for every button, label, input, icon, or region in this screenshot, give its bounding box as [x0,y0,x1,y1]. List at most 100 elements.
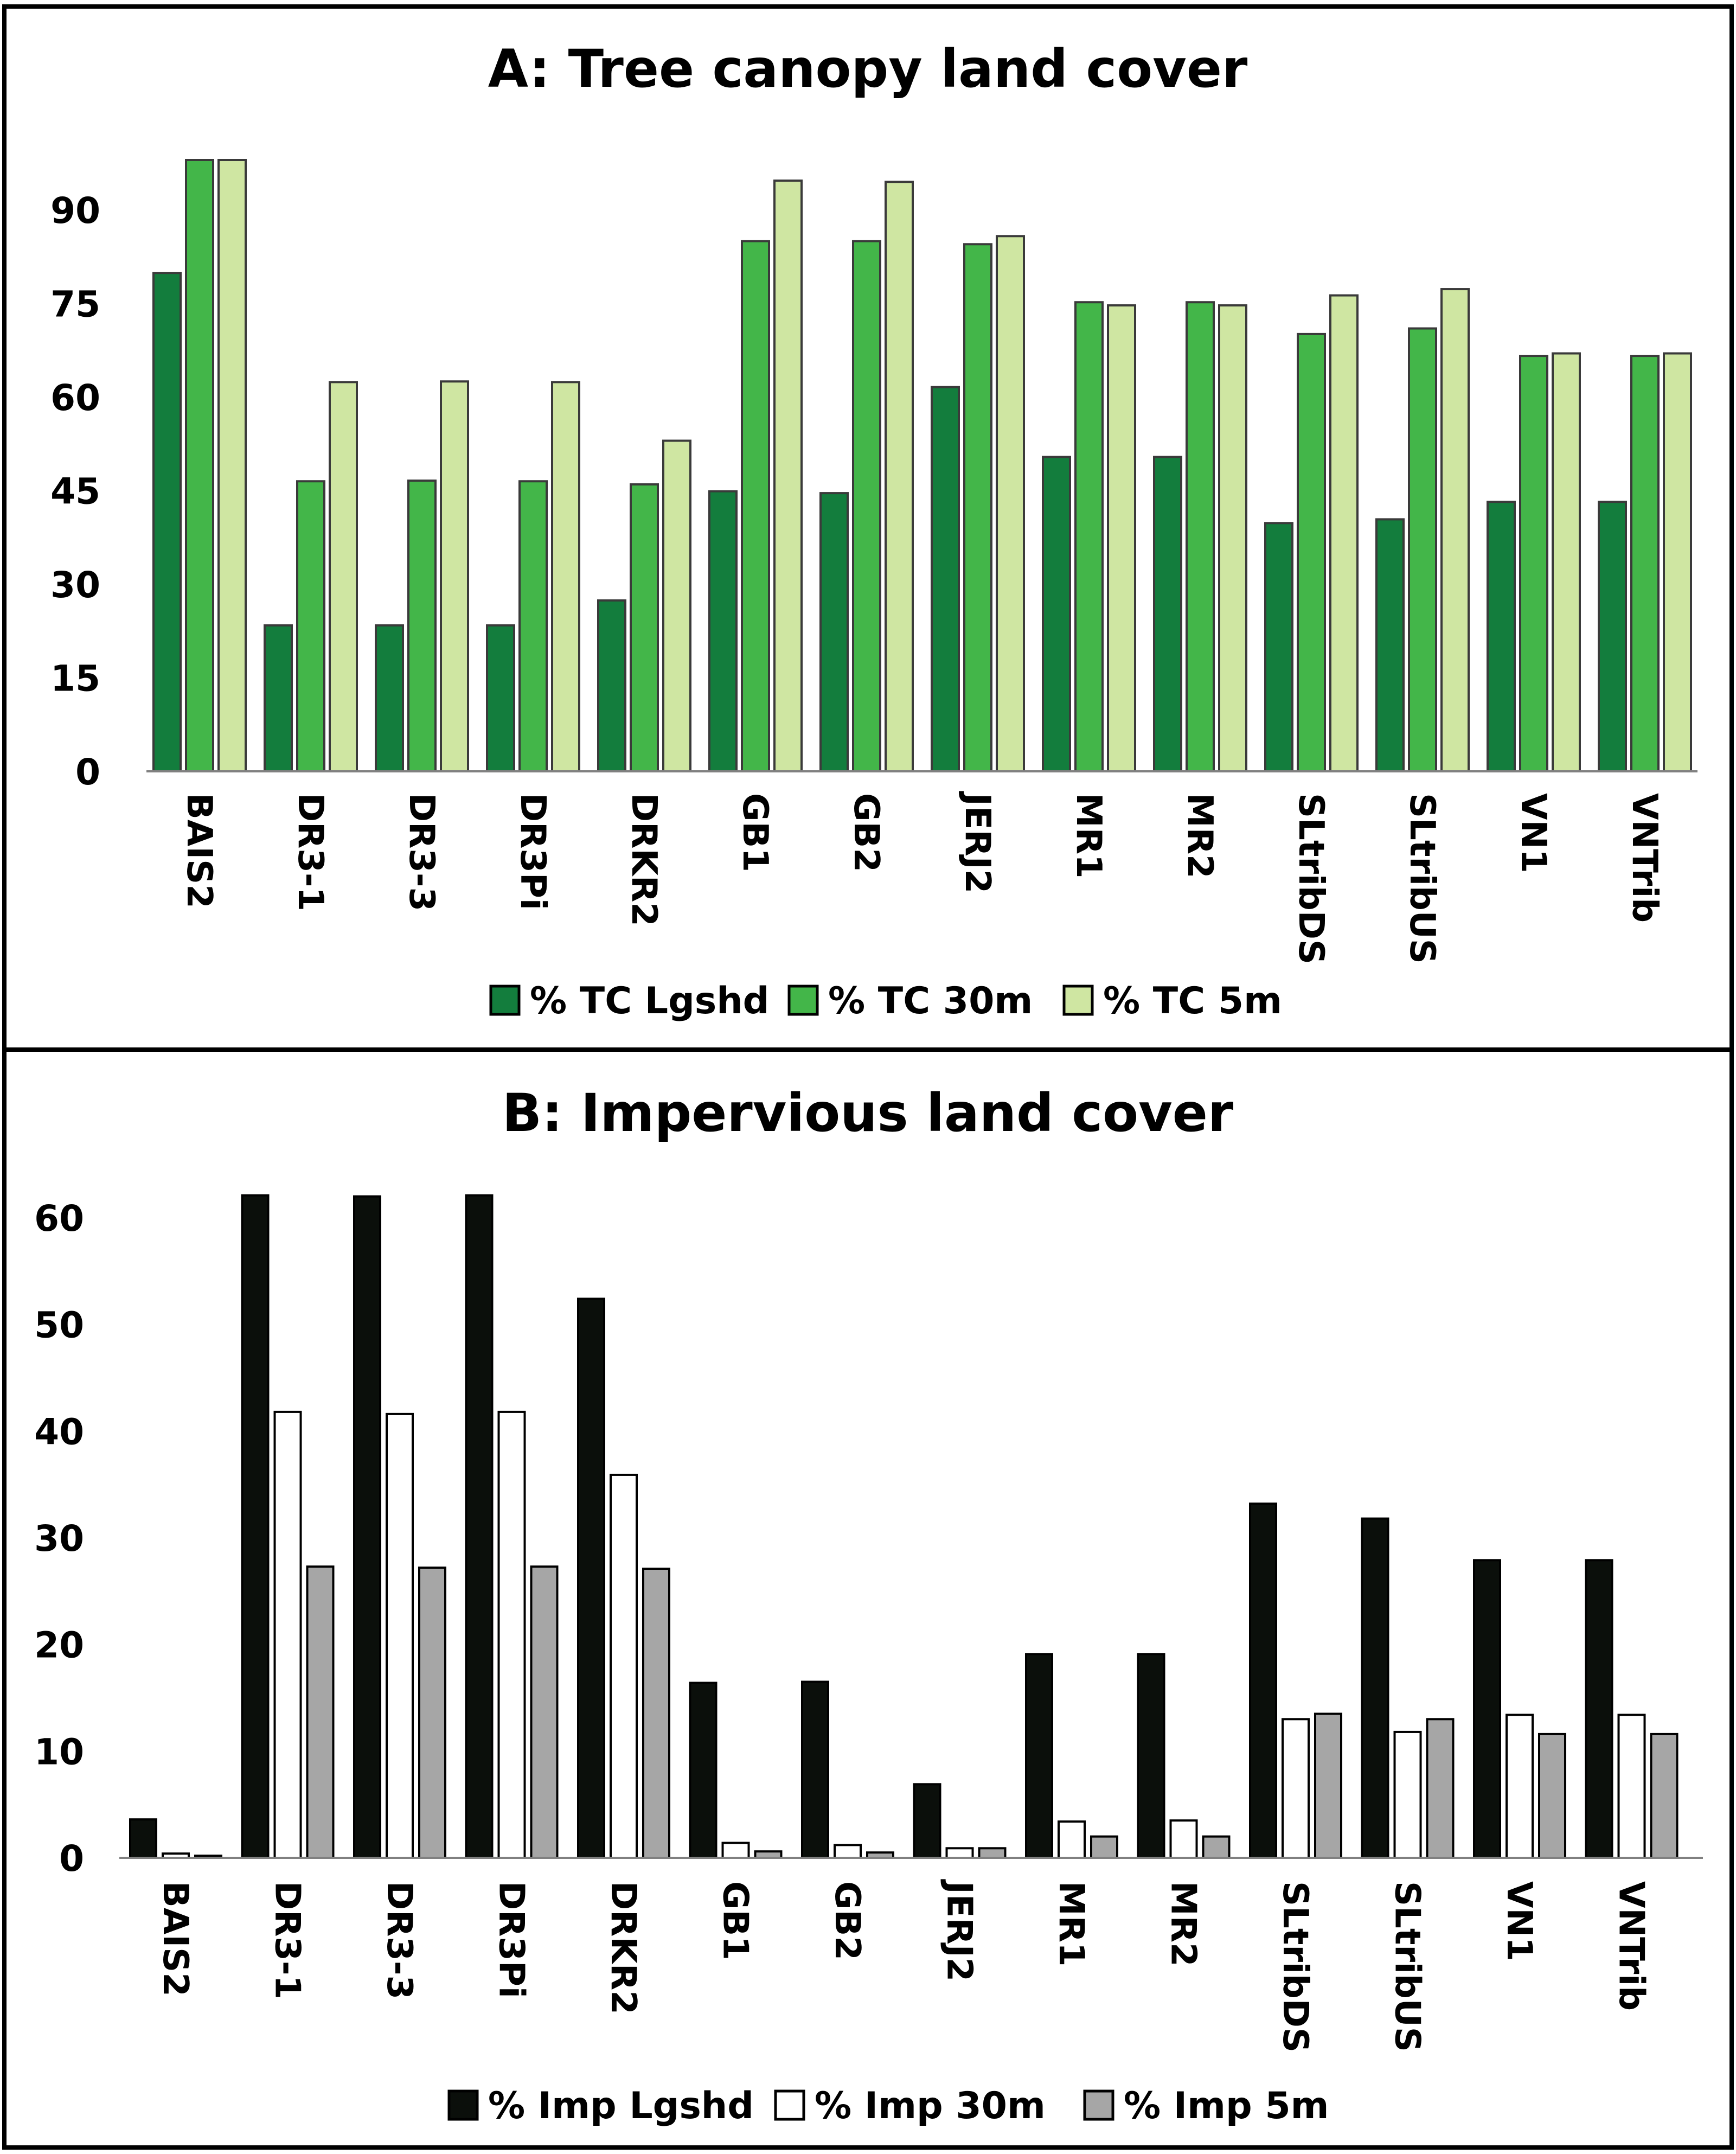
x-category-label: DR3-1 [290,793,330,911]
x-category-label: DR3Pi [491,1881,531,1998]
bar-dr3-3-series-1 [375,624,404,773]
bar-gb1-series-1 [708,490,738,772]
bar-dr3pi-series-1 [465,1194,494,1859]
x-category-label: SLtribUS [1387,1881,1427,2052]
x-category-label: DRKR2 [603,1881,643,2015]
x-category-label: SLtribDS [1275,1881,1315,2053]
bar-sltribds-series-1 [1249,1503,1277,1859]
bar-bais2-series-3 [217,159,247,772]
bar-sltribus-series-3 [1426,1718,1455,1859]
x-category-label: DRKR2 [624,793,664,926]
x-category-label: DR3-3 [379,1881,419,1999]
x-category-label: MR2 [1163,1881,1203,1967]
bar-dr3pi-series-3 [530,1565,559,1859]
x-category-label: GB1 [715,1881,755,1960]
bar-drkr2-series-2 [630,483,659,772]
legend-label-2: % Imp 30m [815,2085,1046,2127]
bar-gb1-series-2 [741,240,770,772]
bar-sltribus-series-1 [1361,1517,1389,1859]
x-category-label: GB1 [735,793,775,872]
x-category-label: JERJ2 [939,1879,979,1982]
bar-gb1-series-3 [773,179,803,773]
bar-mr1-series-1 [1025,1653,1053,1859]
bar-vn1-series-3 [1552,352,1581,772]
chart-a-legend: % TC Lgshd % TC 30m % TC 5m [489,980,1282,1022]
bar-mr2-series-1 [1153,456,1182,772]
x-category-label: GB2 [846,793,886,872]
bar-vn1-series-1 [1487,501,1516,772]
bar-mr1-series-2 [1074,301,1104,772]
bar-dr3-1-series-3 [329,381,358,772]
bar-dr3pi-series-2 [518,480,548,772]
bar-sltribus-series-1 [1375,518,1405,773]
legend-label-1: % TC Lgshd [530,980,769,1022]
bar-drkr2-series-2 [610,1473,638,1859]
x-category-label: BAIS2 [179,793,219,909]
bar-jerj2-series-1 [931,386,960,772]
bar-bais2-series-1 [152,272,182,772]
bar-mr2-series-2 [1186,301,1215,772]
chart-a-y-axis: 0 15 30 45 60 75 90 [50,190,100,793]
bar-mr2-series-2 [1169,1819,1198,1859]
bar-gb2-series-1 [819,492,849,772]
bar-jerj2-series-2 [945,1847,974,1859]
y-tick-label: 40 [34,1411,84,1453]
chart-b-y-axis: 0 10 20 30 40 50 60 [34,1198,84,1880]
bar-drkr2-series-1 [577,1297,605,1859]
legend-swatch-2 [787,985,819,1016]
bar-jerj2-series-2 [963,243,992,772]
bar-dr3-3-series-1 [353,1195,381,1859]
bar-sltribds-series-3 [1314,1712,1342,1859]
bar-dr3-1-series-2 [296,480,325,772]
bar-dr3pi-series-1 [486,624,515,773]
legend-label-1: % Imp Lgshd [488,2085,754,2127]
bar-dr3-3-series-2 [407,480,437,772]
legend-swatch-1 [489,985,521,1016]
bar-vn1-series-2 [1519,355,1548,772]
bar-mr1-series-1 [1042,456,1071,772]
x-category-label: GB2 [827,1881,867,1960]
bar-jerj2-series-3 [996,235,1025,772]
bar-mr1-series-2 [1058,1820,1086,1859]
bar-dr3-1-series-2 [273,1410,302,1859]
chart-a-x-axis: BAIS2 DR3-1 DR3-3 DR3Pi DRKR2 GB1 GB2 JERJ2 MR1 M… [179,791,1664,964]
bar-bais2-series-1 [129,1818,157,1859]
x-category-label: MR1 [1051,1881,1091,1967]
x-category-label: DR3-3 [401,793,441,911]
bar-dr3-1-series-1 [241,1194,270,1859]
y-tick-label: 15 [50,658,100,700]
bar-vntrib-series-3 [1663,352,1692,772]
bar-dr3-3-series-3 [418,1567,446,1859]
chart-b-x-axis: BAIS2 DR3-1 DR3-3 DR3Pi DRKR2 GB1 GB2 JERJ2 MR1 M… [155,1879,1651,2053]
bar-gb2-series-3 [885,181,914,772]
x-category-label: VNTrib [1611,1881,1651,2011]
bar-mr1-series-3 [1090,1835,1118,1859]
bar-sltribus-series-2 [1393,1730,1422,1859]
bar-dr3-3-series-2 [386,1412,414,1859]
bar-mr2-series-1 [1137,1653,1165,1859]
y-tick-label: 50 [34,1305,84,1346]
legend-swatch-2 [774,2089,805,2121]
bar-drkr2-series-3 [642,1568,670,1859]
y-tick-label: 45 [50,471,100,513]
x-category-label: MR2 [1180,793,1220,879]
y-tick-label: 30 [50,564,100,606]
bar-dr3-3-series-3 [440,380,469,772]
bar-mr2-series-3 [1218,304,1247,772]
bar-dr3pi-series-3 [551,381,580,772]
bar-dr3-1-series-1 [264,624,293,773]
bar-vn1-series-2 [1506,1714,1534,1859]
chart-b-legend: % Imp Lgshd % Imp 30m % Imp 5m [447,2085,1329,2127]
bar-sltribus-series-3 [1440,288,1470,772]
y-tick-label: 10 [34,1731,84,1773]
x-category-label: DR3Pi [513,793,553,910]
y-tick-label: 30 [34,1518,84,1559]
legend-swatch-3 [1062,985,1094,1016]
y-tick-label: 60 [34,1198,84,1239]
legend-label-2: % TC 30m [828,980,1033,1022]
legend-label-3: % TC 5m [1103,980,1282,1022]
chart-a-title: A: Tree canopy land cover [488,39,1248,99]
x-category-label: VN1 [1499,1881,1539,1961]
bar-drkr2-series-3 [662,439,691,772]
x-category-label: MR1 [1068,793,1109,879]
